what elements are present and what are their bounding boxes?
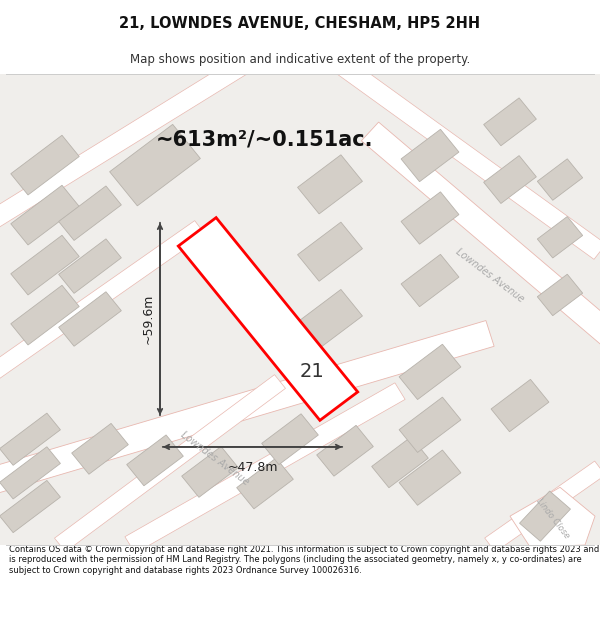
Polygon shape [11,135,79,195]
Polygon shape [127,435,184,486]
Polygon shape [182,446,238,498]
Polygon shape [298,222,362,281]
Polygon shape [110,124,200,206]
Polygon shape [71,423,128,474]
Polygon shape [55,374,286,552]
Text: Lowndes Avenue: Lowndes Avenue [179,429,251,488]
Polygon shape [125,383,405,553]
Text: ~47.8m: ~47.8m [227,461,278,474]
Text: Lowndes Avenue: Lowndes Avenue [454,247,526,304]
Polygon shape [538,274,583,316]
Polygon shape [178,217,358,421]
Polygon shape [510,488,595,547]
Polygon shape [0,481,61,532]
Polygon shape [0,447,61,499]
Polygon shape [401,129,459,182]
Polygon shape [484,98,536,146]
Polygon shape [11,185,79,245]
Polygon shape [59,239,121,293]
Polygon shape [317,426,373,476]
Polygon shape [538,216,583,258]
Text: ~59.6m: ~59.6m [142,294,155,344]
Text: 21: 21 [300,362,325,381]
Polygon shape [485,461,600,552]
Polygon shape [59,292,121,346]
Text: 21, LOWNDES AVENUE, CHESHAM, HP5 2HH: 21, LOWNDES AVENUE, CHESHAM, HP5 2HH [119,16,481,31]
Polygon shape [11,285,79,345]
Polygon shape [399,397,461,452]
Polygon shape [491,379,549,432]
Text: Contains OS data © Crown copyright and database right 2021. This information is : Contains OS data © Crown copyright and d… [9,545,599,575]
Polygon shape [401,254,459,307]
Polygon shape [59,186,121,241]
Polygon shape [484,156,536,204]
Polygon shape [538,159,583,200]
Polygon shape [399,344,461,399]
Polygon shape [334,56,600,259]
Polygon shape [0,413,61,465]
Text: Map shows position and indicative extent of the property.: Map shows position and indicative extent… [130,53,470,66]
Polygon shape [298,155,362,214]
Polygon shape [0,221,205,389]
Polygon shape [262,414,319,464]
Text: ~613m²/~0.151ac.: ~613m²/~0.151ac. [156,129,374,149]
Polygon shape [399,450,461,506]
Polygon shape [371,437,428,488]
Polygon shape [0,46,265,236]
Polygon shape [520,491,571,541]
Polygon shape [361,122,600,362]
Polygon shape [236,458,293,509]
Polygon shape [11,235,79,295]
Polygon shape [298,289,362,349]
Text: Lindo Close: Lindo Close [535,496,571,540]
Polygon shape [401,192,459,244]
Polygon shape [0,321,494,500]
